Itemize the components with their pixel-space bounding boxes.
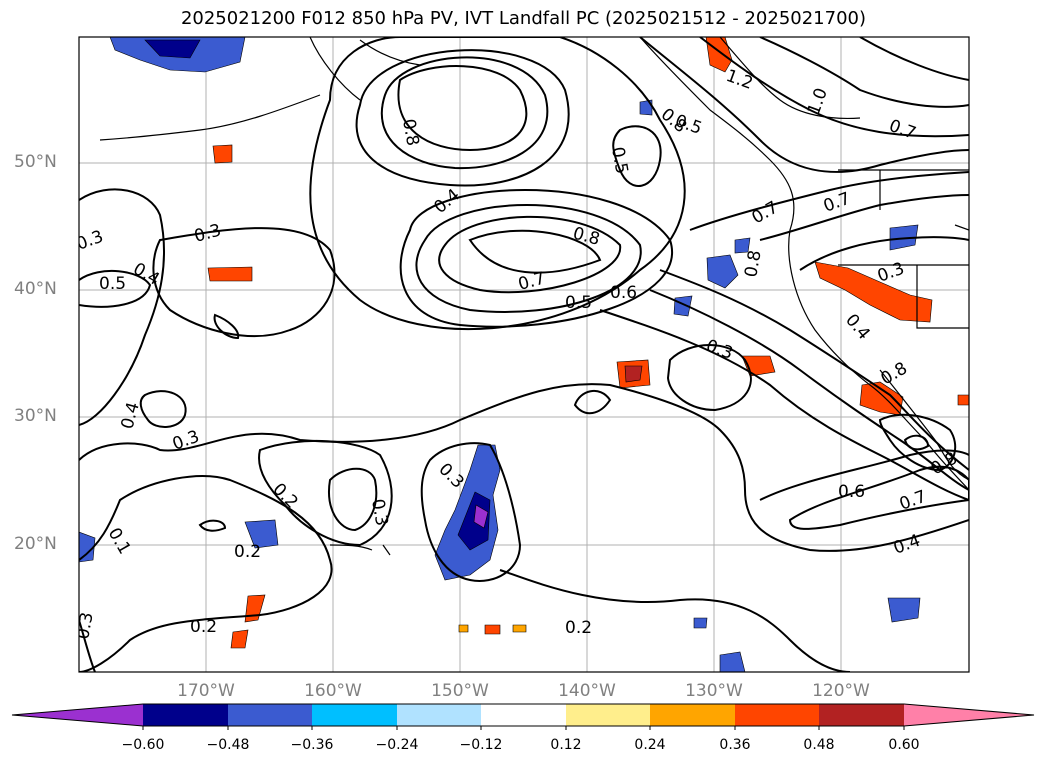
lon-tick: 120°W <box>812 681 870 701</box>
contour-label: 0.3 <box>73 611 97 641</box>
colorbar-segment <box>12 704 143 726</box>
colorbar-tick-label: 0.60 <box>888 737 920 753</box>
colorbar-tick-label: 0.12 <box>550 737 582 753</box>
lat-tick: 30°N <box>14 406 57 426</box>
colorbar-segment <box>566 704 650 726</box>
lon-tick: 130°W <box>685 681 743 701</box>
lat-tick: 40°N <box>14 279 57 299</box>
coastlines <box>99 37 969 556</box>
colorbar-tick-label: −0.48 <box>206 737 250 753</box>
colorbar-tick-label: −0.36 <box>290 737 334 753</box>
contour-label: 0.3 <box>367 497 391 527</box>
colorbar-segment <box>904 704 1034 726</box>
gridlines <box>79 37 969 672</box>
map-title: 2025021200 F012 850 hPa PV, IVT Landfall… <box>180 8 867 29</box>
colorbar-segment <box>650 704 735 726</box>
colorbar-tick-label: 0.48 <box>803 737 835 753</box>
lon-tick: 140°W <box>558 681 616 701</box>
map-plot: 1.2 1.0 0.7 0.8 0.5 0.8 0.5 0.4 0.3 0.4 … <box>73 36 970 673</box>
contour-label: 0.6 <box>610 283 637 303</box>
colorbar-segment <box>143 704 228 726</box>
contour-label: 0.2 <box>234 542 261 562</box>
colorbar-outline <box>11 703 1035 727</box>
colorbar-tick-label: −0.24 <box>375 737 419 753</box>
ivt-contours <box>79 37 969 672</box>
lon-tick: 150°W <box>431 681 489 701</box>
contour-label: 0.8 <box>398 117 422 147</box>
colorbar-segment <box>397 704 481 726</box>
colorbar-segment <box>312 704 397 726</box>
contour-label: 0.5 <box>99 274 126 294</box>
colorbar-segment <box>481 704 566 726</box>
contour-label: 0.5 <box>565 293 592 313</box>
colorbar-tick-label: −0.60 <box>121 737 165 753</box>
lon-tick: 170°W <box>177 681 235 701</box>
colorbar-tick-label: 0.24 <box>634 737 666 753</box>
contour-label: 0.8 <box>741 249 765 279</box>
contour-label: 0.5 <box>607 145 631 175</box>
pv-negative-patches <box>79 37 921 672</box>
lon-tick: 160°W <box>304 681 362 701</box>
contour-label: 0.6 <box>838 482 865 502</box>
lat-tick: 50°N <box>14 152 57 172</box>
colorbar-segment <box>819 704 904 726</box>
map-frame <box>78 36 970 673</box>
map-background <box>79 37 969 672</box>
contour-label: 0.2 <box>565 618 592 638</box>
contour-label: 0.2 <box>190 617 217 637</box>
colorbar-tick-label: −0.12 <box>459 737 503 753</box>
lat-tick: 20°N <box>14 534 57 554</box>
colorbar-tick-label: 0.36 <box>719 737 751 753</box>
colorbar-segment <box>228 704 312 726</box>
colorbar-segment <box>735 704 819 726</box>
